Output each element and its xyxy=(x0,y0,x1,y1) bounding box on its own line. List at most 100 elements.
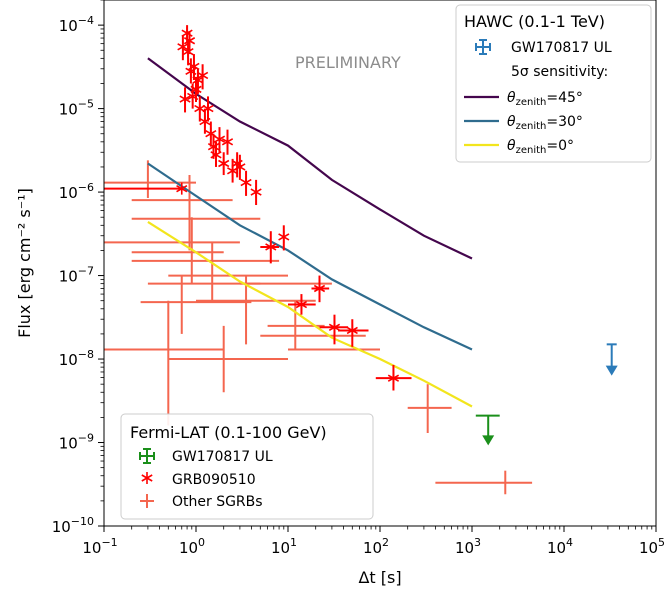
grb090510-point-0-marker-stroke xyxy=(176,184,188,193)
grb090510-point-10-marker-stroke xyxy=(192,76,204,84)
y-tick-label-2-exp: −8 xyxy=(78,348,94,361)
x-axis-label: Δt [s] xyxy=(358,568,401,587)
grb090510-point-27-marker-stroke xyxy=(278,233,290,241)
y-tick-label-6-exp: −4 xyxy=(78,14,94,27)
y-tick-label-4: 10−6 xyxy=(59,181,94,202)
y-axis-label: Flux [erg cm⁻² s⁻¹] xyxy=(15,188,34,338)
grb090510-point-2-marker-stroke xyxy=(179,95,191,103)
grb090510-point-21-marker-stroke xyxy=(227,167,239,175)
grb090510-point-12-marker xyxy=(197,69,209,82)
x-tick-label-0-exp: −1 xyxy=(101,536,117,549)
x-tick-label-4: 103 xyxy=(455,536,481,557)
grb090510-point-4-marker xyxy=(182,45,194,58)
other-sgrbs-series xyxy=(104,160,533,495)
hawc-legend-ul-icon xyxy=(475,39,491,55)
x-tick-label-1-base: 10 xyxy=(179,539,198,557)
grb090510-point-9-marker xyxy=(190,83,202,96)
plot-area: PRELIMINARY xyxy=(104,25,618,495)
x-tick-label-4-exp: 3 xyxy=(474,536,481,549)
grb090510-point-31-marker-stroke xyxy=(346,326,358,335)
grb090510-point-20-marker-stroke xyxy=(221,138,234,146)
y-tick-label-4-exp: −6 xyxy=(78,181,94,194)
grb090510-point-4-marker-stroke xyxy=(182,48,194,56)
legends: HAWC (0.1-1 TeV) GW170817 UL 5σ sensitivit… xyxy=(120,4,652,520)
grb090510-point-32-marker xyxy=(387,372,400,385)
x-tick-label-4-base: 10 xyxy=(455,539,474,557)
y-tick-label-6-base: 10 xyxy=(59,17,78,35)
grb090510-point-24-marker xyxy=(240,176,252,189)
grb090510-point-18-marker xyxy=(213,133,226,146)
x-tick-label-6-base: 10 xyxy=(639,539,658,557)
grb090510-point-3-marker-stroke xyxy=(181,29,193,37)
x-tick-label-5: 104 xyxy=(547,536,573,557)
zenith0-line xyxy=(147,220,473,408)
grb090510-point-5-marker-stroke xyxy=(183,37,196,45)
y-tick-label-0-base: 10 xyxy=(52,518,71,536)
x-tick-label-0: 10−1 xyxy=(82,536,117,557)
fermi-legend-title: Fermi-LAT (0.1-100 GeV) xyxy=(130,423,327,442)
grb090510-point-9-marker-stroke xyxy=(190,85,202,94)
grb090510-point-30-marker xyxy=(328,321,341,334)
hawc-legend-zenith-label-0-value: =45° xyxy=(546,90,583,106)
y-tick-label-3-base: 10 xyxy=(59,268,78,286)
y-tick-label-4-base: 10 xyxy=(59,184,78,202)
grb090510-point-12-marker-stroke xyxy=(197,71,209,80)
x-tick-label-2: 101 xyxy=(271,536,297,557)
grb090510-point-17-marker-stroke xyxy=(210,151,222,159)
fermi-legend-other-label: Other SGRBs xyxy=(172,494,263,510)
grb090510-point-24-marker-stroke xyxy=(240,178,252,187)
x-tick-label-2-exp: 1 xyxy=(290,536,297,549)
axes: 10−1 100 101 102 103 104 10510−1010−910−810−71… xyxy=(15,0,665,587)
grb090510-point-26-marker-stroke xyxy=(265,243,277,251)
y-tick-label-3: 10−7 xyxy=(59,265,94,286)
fermi-legend-ul-label: GW170817 UL xyxy=(172,449,273,465)
fermi-gw170817-ul-arrowhead xyxy=(482,435,495,446)
grb090510-point-1-marker xyxy=(177,40,189,53)
y-tick-label-2-base: 10 xyxy=(59,351,78,369)
grb090510-point-1-marker-stroke xyxy=(177,43,189,51)
grb090510-point-10-marker xyxy=(192,74,204,87)
hawc-legend-zenith-label-1-theta: θ xyxy=(507,114,516,130)
x-tick-label-1: 100 xyxy=(179,536,205,557)
y-tick-label-3-exp: −7 xyxy=(78,265,94,278)
grb090510-point-13-marker-stroke xyxy=(199,117,211,126)
grb090510-point-19-marker-stroke xyxy=(218,159,230,168)
fermi-legend-grb-icon xyxy=(141,472,153,484)
grb090510-series xyxy=(104,25,412,391)
grb090510-point-27-marker xyxy=(278,230,290,243)
grb090510-point-25-marker-stroke xyxy=(250,188,262,196)
hawc-legend-zenith-label-2-subscript: zenith xyxy=(516,145,547,156)
x-tick-label-3-base: 10 xyxy=(363,539,382,557)
fermi-legend-box xyxy=(120,413,374,520)
plot-content: PRELIMINARY xyxy=(104,25,618,495)
grb090510-point-23-marker-stroke xyxy=(234,163,246,171)
grb090510-point-5-marker xyxy=(183,34,196,47)
grb090510-point-2-marker xyxy=(179,93,191,106)
grb090510-point-0-marker xyxy=(176,182,188,195)
grb090510-point-8-marker xyxy=(188,60,200,73)
hawc-legend-box xyxy=(455,4,652,163)
x-tick-label-2-base: 10 xyxy=(271,539,290,557)
fermi-legend-grb-icon-stroke xyxy=(141,474,153,482)
grb090510-point-8-marker-stroke xyxy=(188,62,200,71)
fermi-gw170817-ul xyxy=(475,414,500,446)
grb090510-point-3-marker xyxy=(181,27,193,40)
hawc-gw170817-ul-arrowhead xyxy=(605,365,618,376)
fermi-legend-other-icon xyxy=(140,494,154,508)
preliminary-label: PRELIMINARY xyxy=(295,53,401,72)
hawc-legend-zenith-label-1-subscript: zenith xyxy=(516,121,547,132)
grb090510-point-28-marker xyxy=(295,298,308,311)
x-tick-label-3-exp: 2 xyxy=(382,536,389,549)
grb090510-point-14-marker xyxy=(202,102,214,115)
grb090510-point-29-marker-stroke xyxy=(313,284,326,293)
zenith45-line xyxy=(147,57,473,260)
grb090510-point-18-marker-stroke xyxy=(213,135,226,143)
grb090510-point-19-marker xyxy=(218,157,230,170)
grb090510-point-11-marker xyxy=(194,102,206,115)
grb090510-point-30-marker-stroke xyxy=(328,323,341,331)
grb090510-point-23-marker xyxy=(234,160,246,173)
x-tick-label-5-exp: 4 xyxy=(566,536,573,549)
y-tick-label-5: 10−5 xyxy=(59,98,94,119)
y-tick-label-5-exp: −5 xyxy=(78,98,94,111)
